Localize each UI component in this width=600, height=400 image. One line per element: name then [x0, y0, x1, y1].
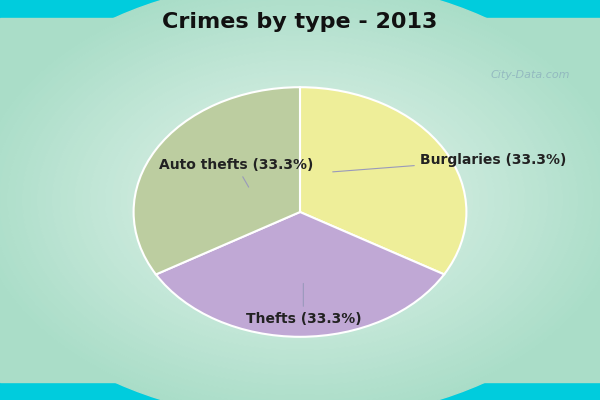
Ellipse shape: [240, 160, 360, 240]
Ellipse shape: [173, 115, 427, 285]
Ellipse shape: [157, 105, 443, 295]
Ellipse shape: [143, 95, 458, 305]
Ellipse shape: [67, 45, 533, 355]
Ellipse shape: [113, 75, 487, 325]
Ellipse shape: [45, 30, 555, 370]
Ellipse shape: [270, 180, 330, 220]
Ellipse shape: [218, 145, 383, 255]
Ellipse shape: [37, 25, 563, 375]
Bar: [0, 382, 600, 400]
Ellipse shape: [90, 60, 510, 340]
Ellipse shape: [135, 90, 465, 310]
Ellipse shape: [263, 175, 337, 225]
Wedge shape: [134, 87, 300, 274]
Ellipse shape: [120, 80, 480, 320]
Ellipse shape: [203, 135, 398, 265]
Ellipse shape: [75, 50, 525, 350]
Ellipse shape: [165, 110, 435, 290]
Text: Thefts (33.3%): Thefts (33.3%): [245, 284, 361, 326]
Text: Burglaries (33.3%): Burglaries (33.3%): [333, 152, 566, 172]
Ellipse shape: [60, 40, 540, 360]
Ellipse shape: [248, 165, 353, 235]
Ellipse shape: [255, 170, 345, 230]
Ellipse shape: [83, 55, 517, 345]
Ellipse shape: [187, 125, 413, 275]
Wedge shape: [300, 87, 466, 274]
Ellipse shape: [210, 140, 390, 260]
Wedge shape: [156, 212, 444, 337]
Ellipse shape: [97, 65, 503, 335]
Text: Crimes by type - 2013: Crimes by type - 2013: [163, 12, 437, 32]
Ellipse shape: [180, 120, 420, 280]
Ellipse shape: [30, 20, 570, 380]
Ellipse shape: [277, 185, 323, 215]
Ellipse shape: [15, 10, 585, 390]
Ellipse shape: [7, 5, 593, 395]
Ellipse shape: [225, 150, 375, 250]
Text: Auto thefts (33.3%): Auto thefts (33.3%): [158, 158, 313, 187]
Bar: [0, 0, 600, 18]
Ellipse shape: [53, 35, 548, 365]
Ellipse shape: [23, 15, 577, 385]
Ellipse shape: [105, 70, 495, 330]
Ellipse shape: [293, 195, 308, 205]
Text: City-Data.com: City-Data.com: [491, 70, 570, 80]
Ellipse shape: [285, 190, 315, 210]
Ellipse shape: [128, 85, 473, 315]
Ellipse shape: [195, 130, 405, 270]
Ellipse shape: [233, 155, 367, 245]
Ellipse shape: [150, 100, 450, 300]
